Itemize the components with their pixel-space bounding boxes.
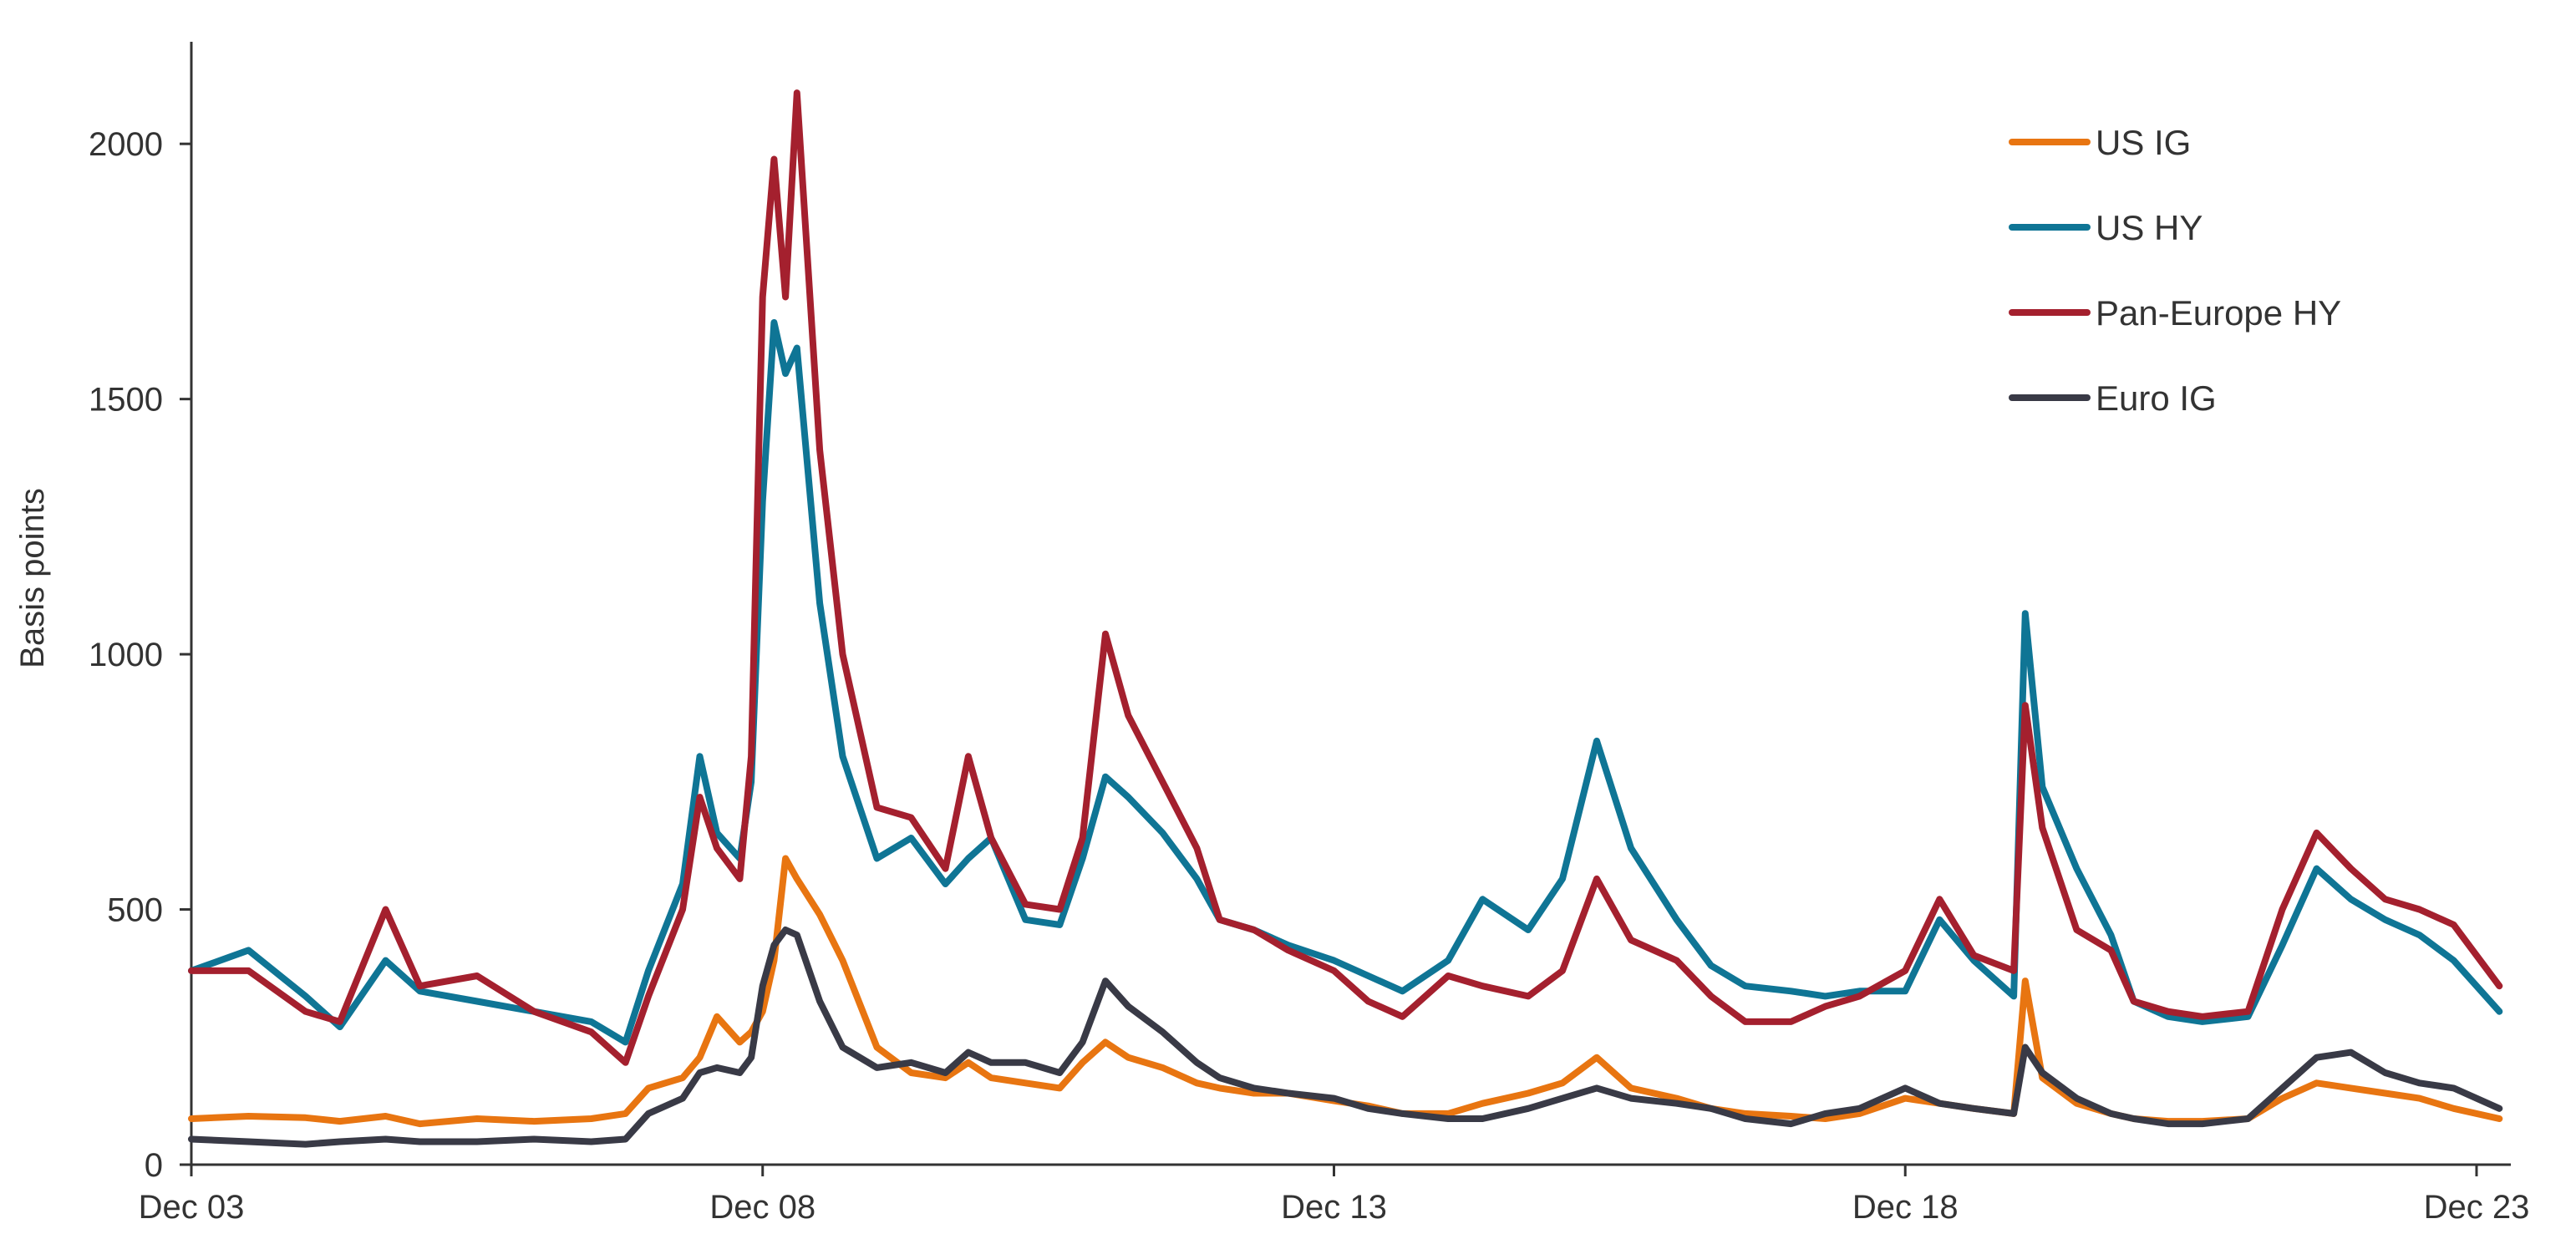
x-tick-label: Dec 18 [1852, 1189, 1959, 1226]
series-line-pan-europe-hy [188, 89, 2503, 1066]
y-axis-title: Basis points [14, 488, 51, 668]
y-tick-label: 2000 [89, 126, 163, 163]
legend-label: US IG [2096, 123, 2191, 162]
x-tick-label: Dec 23 [2424, 1189, 2530, 1226]
axes [190, 42, 2511, 1166]
y-axis-ticks: 0 500 1000 1500 2000 [89, 126, 191, 1184]
x-tick-label: Dec 13 [1281, 1189, 1387, 1226]
legend-item-euro-ig: Euro IG [2009, 378, 2217, 418]
x-axis-ticks: Dec 03 Dec 08 Dec 13 Dec 18 Dec 23 [139, 1165, 2530, 1226]
legend-item-us-ig: US IG [2009, 123, 2191, 162]
series-line-us-hy [188, 319, 2503, 1046]
series-line-euro-ig [188, 927, 2503, 1148]
legend-item-pan-europe-hy: Pan-Europe HY [2009, 293, 2341, 333]
x-tick-label: Dec 03 [139, 1189, 245, 1226]
y-tick-label: 0 [145, 1147, 163, 1184]
series-line-us-ig [188, 855, 2503, 1128]
y-tick-label: 1500 [89, 382, 163, 419]
y-tick-label: 1000 [89, 637, 163, 673]
legend: US IG US HY Pan-Europe HY Euro IG [2009, 123, 2341, 418]
legend-label: US HY [2096, 208, 2203, 247]
series-lines [188, 89, 2503, 1148]
x-tick-label: Dec 08 [709, 1189, 815, 1226]
legend-label: Euro IG [2096, 378, 2217, 418]
y-tick-label: 500 [107, 892, 163, 929]
legend-label: Pan-Europe HY [2096, 293, 2341, 333]
legend-item-us-hy: US HY [2009, 208, 2203, 247]
